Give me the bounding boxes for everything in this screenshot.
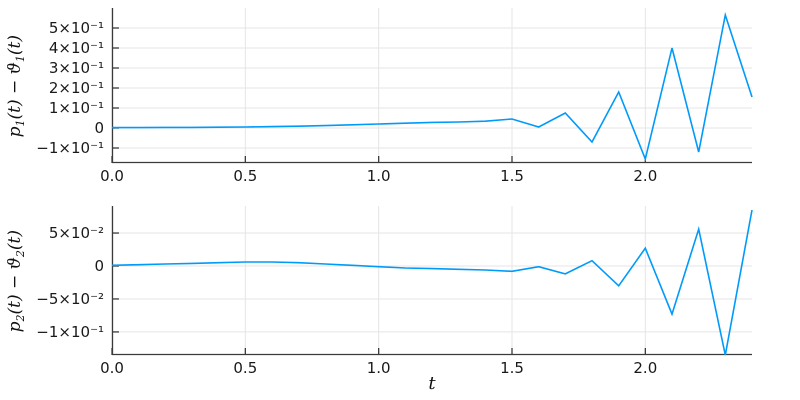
- x-tick-label: 1.0: [366, 359, 391, 377]
- y-tick-label: −1×10⁻¹: [36, 139, 104, 157]
- series-line: [112, 11, 753, 162]
- x-tick-label: 2.0: [633, 359, 658, 377]
- y-tick-label: 3×10⁻¹: [48, 59, 104, 77]
- y-tick-label: 1×10⁻¹: [48, 99, 104, 117]
- y-tick-label: 4×10⁻¹: [48, 39, 104, 57]
- y-tick-label: 5×10⁻²: [48, 224, 104, 243]
- x-tick-label: 1.0: [366, 167, 391, 185]
- y-tick-label: −5×10⁻²: [36, 289, 104, 308]
- x-axis-label: t: [428, 373, 436, 394]
- x-tick-label: 2.0: [633, 167, 658, 185]
- y-tick-label: −1×10⁻¹: [36, 322, 104, 341]
- series-line: [111, 209, 753, 356]
- y-tick-label: 2×10⁻¹: [48, 79, 104, 97]
- y-axis-label-2: p2(t) − ϑ2(t): [4, 229, 28, 332]
- x-tick-label: 0.0: [100, 167, 124, 185]
- x-tick-label: 0.5: [233, 167, 258, 185]
- x-tick-label: 0.0: [100, 359, 124, 377]
- x-tick-label: 0.5: [233, 359, 258, 377]
- y-tick-label: 0: [94, 256, 104, 275]
- x-tick-label: 1.5: [500, 167, 524, 185]
- y-tick-label: 0: [94, 119, 104, 137]
- plot-canvas-2: [111, 206, 753, 356]
- x-tick-label: 1.5: [500, 359, 524, 377]
- plot-canvas-1: [111, 8, 753, 164]
- y-tick-label: 5×10⁻¹: [48, 19, 104, 37]
